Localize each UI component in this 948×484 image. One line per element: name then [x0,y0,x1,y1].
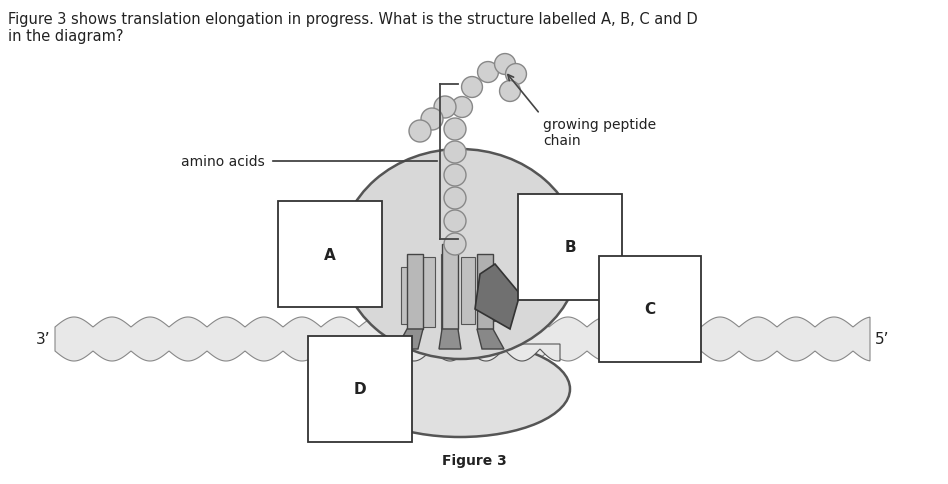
Bar [442,244,458,329]
Ellipse shape [505,64,526,85]
Bar [481,264,495,321]
Text: B: B [564,240,575,255]
Polygon shape [439,329,461,349]
Text: amino acids: amino acids [181,155,265,168]
Ellipse shape [444,233,466,256]
Ellipse shape [444,211,466,232]
Ellipse shape [451,97,472,118]
Ellipse shape [434,97,456,119]
Polygon shape [475,264,520,329]
Ellipse shape [409,121,431,143]
Bar [401,268,415,324]
Text: C: C [645,302,656,317]
Ellipse shape [478,62,499,83]
Bar [477,255,493,329]
Ellipse shape [444,165,466,187]
Ellipse shape [340,150,580,359]
Polygon shape [55,318,870,361]
Ellipse shape [350,341,570,437]
Text: growing peptide
chain: growing peptide chain [543,118,656,148]
Ellipse shape [421,109,443,131]
Polygon shape [396,329,423,349]
Ellipse shape [444,142,466,164]
Ellipse shape [444,119,466,141]
Ellipse shape [500,81,520,102]
Text: Figure 3: Figure 3 [442,453,506,467]
Polygon shape [477,329,504,349]
Bar [407,255,423,329]
Text: A: A [324,247,336,262]
Polygon shape [360,344,560,361]
Text: Figure 3 shows translation elongation in progress. What is the structure labelle: Figure 3 shows translation elongation in… [8,12,698,45]
Text: D: D [354,382,366,397]
Ellipse shape [444,188,466,210]
Ellipse shape [495,54,516,76]
Text: 5’: 5’ [875,332,889,347]
Bar [441,255,455,329]
Text: 3’: 3’ [35,332,50,347]
Bar [421,257,435,327]
Bar [461,257,475,324]
Ellipse shape [462,77,483,98]
